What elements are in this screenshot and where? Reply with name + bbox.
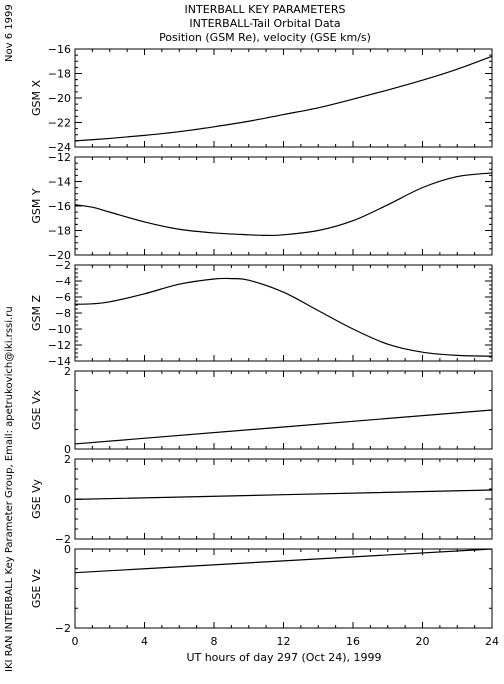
y-axis-label: GSE Vy (30, 479, 43, 519)
x-tick-label: 24 (485, 635, 499, 648)
x-tick-label: 20 (416, 635, 430, 648)
y-tick-label: −12 (48, 151, 71, 164)
y-tick-label: −20 (48, 249, 71, 262)
y-tick-label: −2 (55, 622, 71, 635)
y-tick-label: −4 (55, 275, 71, 288)
x-tick-label: 4 (141, 635, 148, 648)
y-axis-label: GSE Vz (30, 569, 43, 608)
y-tick-label: −2 (55, 533, 71, 546)
panel-2: −20 −18 −16 −14 −12 GSM Y (30, 151, 493, 262)
panel-frame (74, 264, 493, 362)
series-line (74, 409, 493, 445)
x-tick-label: 8 (211, 635, 218, 648)
title-line-2: INTERBALL-Tail Orbital Data (189, 17, 340, 30)
y-tick-label: −2 (55, 259, 71, 272)
y-axis-label: GSE Vx (30, 390, 43, 430)
y-tick-label: 2 (64, 453, 71, 466)
y-axis-label: GSM Y (30, 188, 43, 223)
series-line (74, 548, 493, 574)
credit-label: IKI RAN INTERBALL Key Parameter Group, E… (4, 306, 15, 672)
y-tick-label: −14 (48, 355, 71, 368)
y-tick-label: −24 (48, 141, 71, 154)
panel-4: 0 2 GSE Vx (30, 365, 493, 456)
x-tick-label: 0 (72, 635, 79, 648)
y-tick-label: −16 (48, 200, 71, 213)
series-line (74, 489, 493, 500)
y-tick-label: −8 (55, 307, 71, 320)
y-tick-label: −18 (48, 225, 71, 238)
panel-frame (74, 48, 493, 148)
panel-frame (74, 458, 493, 540)
y-tick-label: 0 (64, 543, 71, 556)
y-axis-label: GSM Z (30, 295, 43, 331)
y-tick-label: −16 (48, 43, 71, 56)
series-line (74, 172, 493, 237)
panel-1: −24 −22 −20 −18 −16 GSM X (30, 43, 493, 154)
y-tick-label: 0 (64, 443, 71, 456)
date-label: Nov 6 1999 (4, 4, 15, 62)
y-tick-label: 0 (64, 493, 71, 506)
x-tick-label: 12 (277, 635, 291, 648)
y-tick-label: −20 (48, 92, 71, 105)
y-tick-label: −12 (48, 339, 71, 352)
x-tick-label: 16 (346, 635, 360, 648)
panel-3: −14 −12 −10 −8 −6 −4 −2 GSM Z (30, 259, 493, 368)
title-line-1: INTERBALL KEY PARAMETERS (185, 3, 346, 16)
panel-frame (74, 156, 493, 256)
panel-frame (74, 370, 493, 450)
y-tick-label: −14 (48, 176, 71, 189)
panel-5: −2 0 2 GSE Vy (30, 453, 493, 546)
series-line (74, 277, 493, 357)
series-line (74, 55, 493, 142)
y-tick-label: −18 (48, 68, 71, 81)
x-axis-title: UT hours of day 297 (Oct 24), 1999 (186, 651, 381, 664)
title-line-3: Position (GSM Re), velocity (GSE km/s) (159, 31, 371, 44)
y-axis-label: GSM X (30, 80, 43, 116)
y-tick-label: −6 (55, 291, 71, 304)
y-tick-label: −10 (48, 323, 71, 336)
y-tick-label: 2 (64, 365, 71, 378)
panel-6: −2 0 GSE Vz (30, 543, 493, 635)
y-tick-label: −22 (48, 117, 71, 130)
